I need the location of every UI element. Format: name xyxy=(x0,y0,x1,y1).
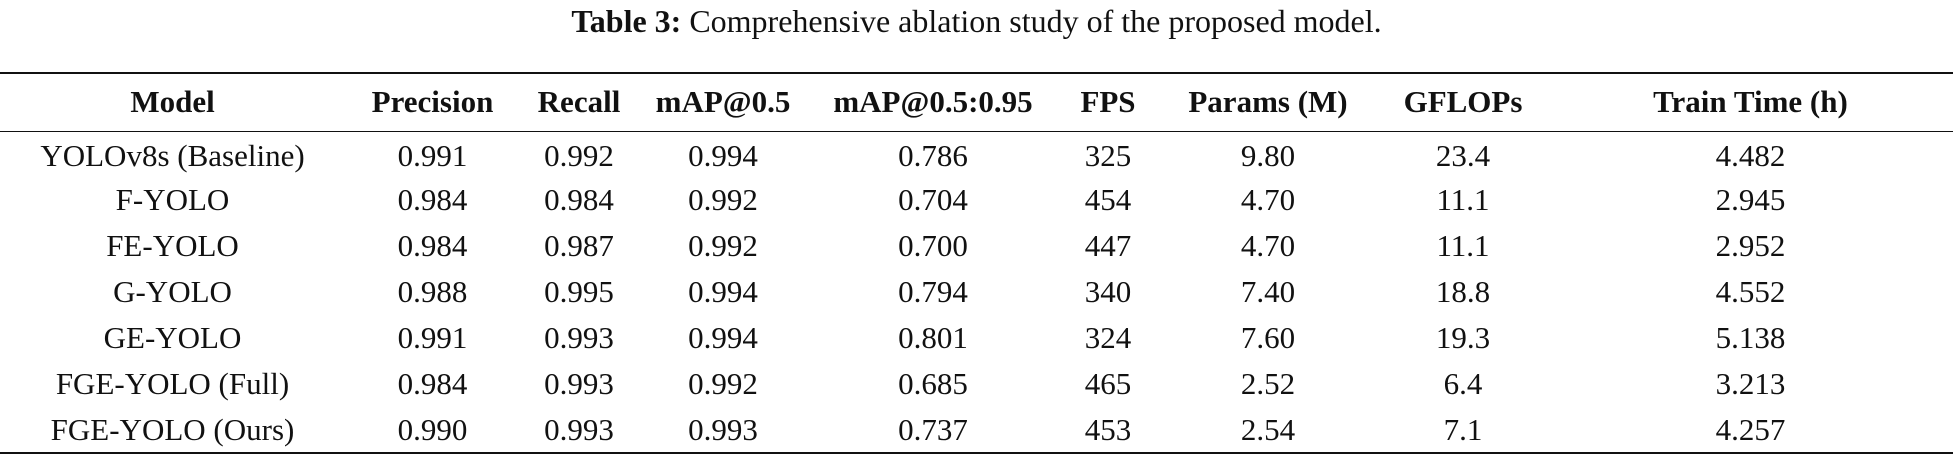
cell-map50-95: 0.786 xyxy=(898,138,968,174)
cell-fps: 324 xyxy=(1084,320,1132,355)
cell-gflops: 11.1 xyxy=(1436,228,1490,263)
cell-map50: 0.992 xyxy=(688,182,758,217)
cell-map50: 0.992 xyxy=(688,228,758,263)
cell-model: FGE-YOLO (Full) xyxy=(55,366,290,401)
cell-model: G-YOLO xyxy=(113,274,232,309)
header-precision: Precision xyxy=(345,72,520,132)
cell-recall: 0.993 xyxy=(544,366,614,401)
cell-map50: 0.993 xyxy=(638,407,808,454)
table-row: YOLOv8s (Baseline) 0.991 0.992 0.994 0.7… xyxy=(0,131,1953,177)
cell-params: 7.40 xyxy=(1240,274,1296,309)
cell-model: GE-YOLO xyxy=(103,320,242,355)
table-row: FGE-YOLO (Full) 0.984 0.993 0.992 0.685 … xyxy=(0,361,1953,407)
header-gflops: GFLOPs xyxy=(1378,72,1548,132)
header-model: Model xyxy=(0,72,345,132)
table-row: GE-YOLO 0.991 0.993 0.994 0.801 324 7.60… xyxy=(0,315,1953,361)
cell-precision: 0.984 xyxy=(397,366,468,401)
cell-recall: 0.984 xyxy=(544,182,614,217)
table-body: YOLOv8s (Baseline) 0.991 0.992 0.994 0.7… xyxy=(0,131,1953,454)
ablation-table: Model Precision Recall mAP@0.5 mAP@0.5:0… xyxy=(0,72,1953,454)
cell-gflops: 18.8 xyxy=(1435,274,1491,309)
header-fps: FPS xyxy=(1058,72,1158,132)
cell-fps: 447 xyxy=(1084,228,1132,263)
cell-params: 9.80 xyxy=(1240,138,1296,174)
cell-params: 2.52 xyxy=(1240,366,1296,401)
cell-params: 7.60 xyxy=(1240,320,1296,355)
cell-recall: 0.987 xyxy=(544,228,614,263)
cell-map50-95: 0.704 xyxy=(898,182,968,217)
cell-gflops: 19.3 xyxy=(1435,320,1491,355)
cell-precision: 0.991 xyxy=(397,138,468,174)
table-row: G-YOLO 0.988 0.995 0.994 0.794 340 7.40 … xyxy=(0,269,1953,315)
cell-recall: 0.992 xyxy=(544,138,614,174)
cell-recall: 0.995 xyxy=(544,274,614,309)
cell-train-time: 4.482 xyxy=(1715,138,1786,174)
cell-gflops: 6.4 xyxy=(1443,366,1483,401)
header-recall: Recall xyxy=(520,72,638,132)
cell-train-time: 3.213 xyxy=(1715,366,1786,401)
header-train-time: Train Time (h) xyxy=(1548,72,1953,132)
cell-gflops: 11.1 xyxy=(1436,182,1490,217)
cell-map50-95: 0.801 xyxy=(898,320,968,355)
cell-train-time: 4.257 xyxy=(1548,407,1953,454)
cell-map50-95: 0.794 xyxy=(898,274,968,309)
cell-params: 4.70 xyxy=(1240,182,1296,217)
cell-train-time: 2.945 xyxy=(1715,182,1786,217)
cell-gflops: 23.4 xyxy=(1435,138,1491,174)
cell-train-time: 2.952 xyxy=(1715,228,1786,263)
table-caption-text: Comprehensive ablation study of the prop… xyxy=(689,3,1382,39)
table-caption: Table 3: Comprehensive ablation study of… xyxy=(0,0,1953,42)
cell-recall: 0.993 xyxy=(520,407,638,454)
cell-recall: 0.993 xyxy=(544,320,614,355)
cell-fps: 465 xyxy=(1084,366,1132,401)
cell-map50: 0.994 xyxy=(688,274,758,309)
cell-model: YOLOv8s (Baseline) xyxy=(40,138,305,174)
header-params: Params (M) xyxy=(1158,72,1378,132)
header-map50: mAP@0.5 xyxy=(638,72,808,132)
cell-params: 4.70 xyxy=(1240,228,1296,263)
cell-fps: 340 xyxy=(1084,274,1132,309)
cell-map50: 0.994 xyxy=(688,138,758,174)
cell-map50-95: 0.737 xyxy=(808,407,1058,454)
cell-precision: 0.984 xyxy=(397,182,468,217)
cell-train-time: 4.552 xyxy=(1715,274,1786,309)
cell-precision: 0.991 xyxy=(397,320,468,355)
cell-params: 2.54 xyxy=(1158,407,1378,454)
header-map50-95: mAP@0.5:0.95 xyxy=(808,72,1058,132)
cell-precision: 0.988 xyxy=(397,274,468,309)
cell-gflops: 7.1 xyxy=(1378,407,1548,454)
cell-map50: 0.994 xyxy=(688,320,758,355)
cell-map50: 0.992 xyxy=(688,366,758,401)
cell-map50-95: 0.700 xyxy=(898,228,968,263)
table-header-row: Model Precision Recall mAP@0.5 mAP@0.5:0… xyxy=(0,72,1953,132)
cell-model: FE-YOLO xyxy=(106,228,239,263)
cell-model: FGE-YOLO (Ours) xyxy=(0,407,345,454)
table-row: F-YOLO 0.984 0.984 0.992 0.704 454 4.70 … xyxy=(0,177,1953,223)
cell-precision: 0.984 xyxy=(397,228,468,263)
cell-map50-95: 0.685 xyxy=(898,366,968,401)
table-row: FGE-YOLO (Ours) 0.990 0.993 0.993 0.737 … xyxy=(0,407,1953,454)
cell-fps: 325 xyxy=(1084,138,1132,174)
table-caption-label: Table 3: xyxy=(571,3,682,39)
results-table-container: Model Precision Recall mAP@0.5 mAP@0.5:0… xyxy=(0,72,1953,454)
cell-model: F-YOLO xyxy=(115,182,230,217)
cell-fps: 454 xyxy=(1084,182,1132,217)
cell-train-time: 5.138 xyxy=(1715,320,1786,355)
table-row: FE-YOLO 0.984 0.987 0.992 0.700 447 4.70… xyxy=(0,223,1953,269)
cell-precision: 0.990 xyxy=(345,407,520,454)
cell-fps: 453 xyxy=(1058,407,1158,454)
